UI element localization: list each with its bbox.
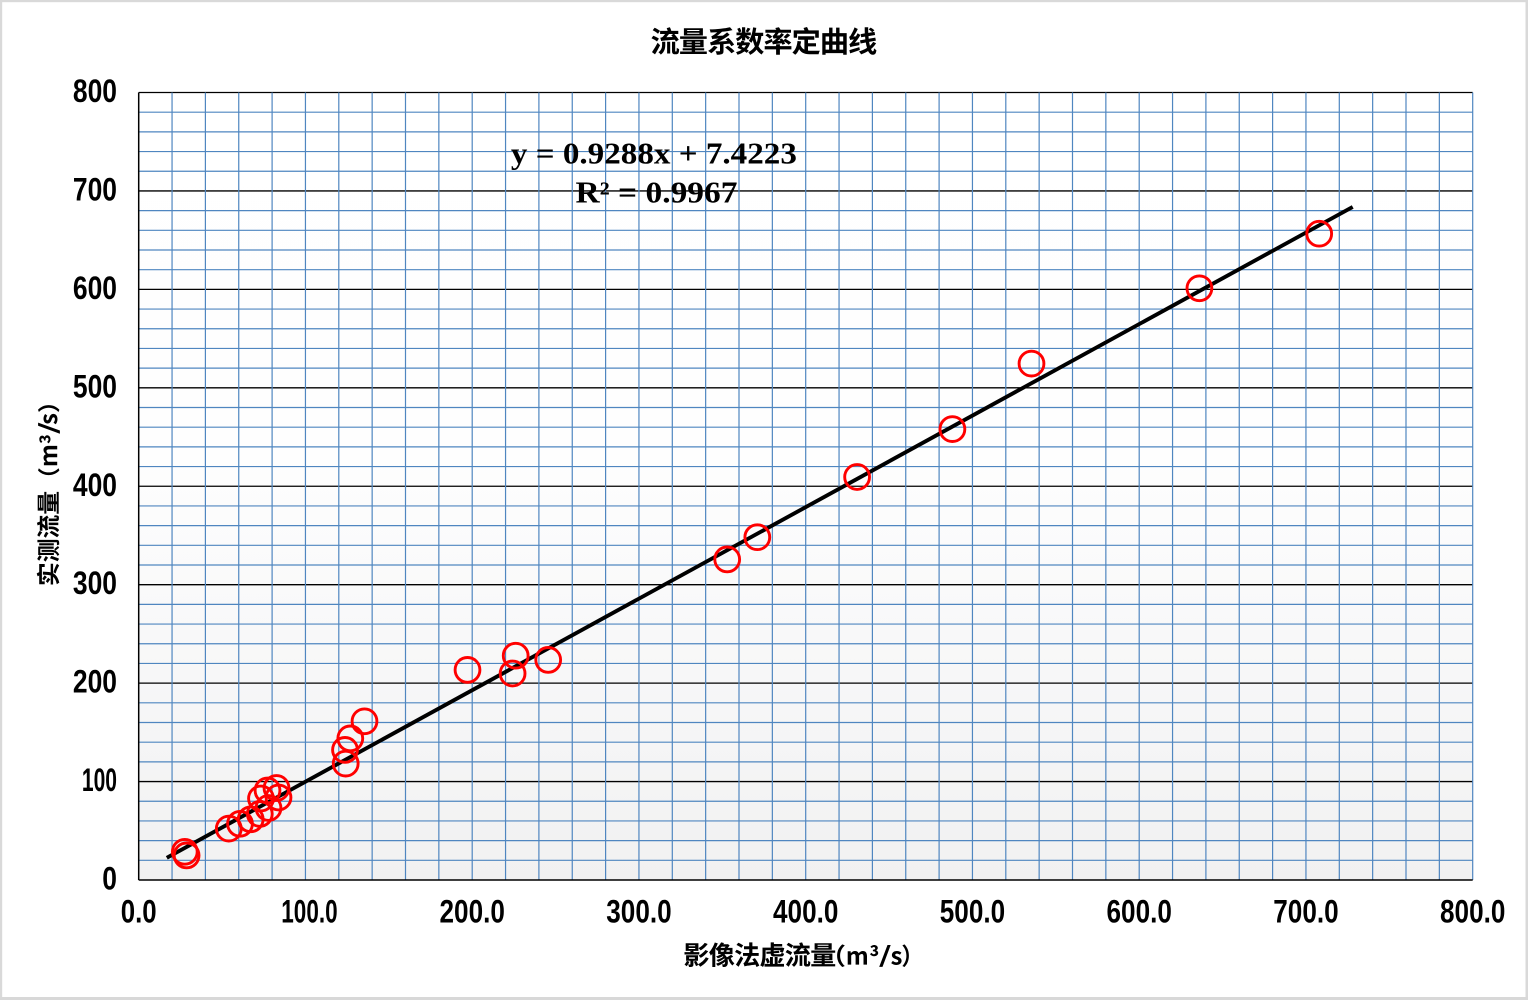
svg-text:100.0: 100.0 <box>281 894 337 930</box>
svg-text:400: 400 <box>73 467 117 503</box>
svg-text:800.0: 800.0 <box>1440 894 1505 930</box>
svg-text:100: 100 <box>82 762 117 798</box>
svg-text:0.0: 0.0 <box>121 894 157 930</box>
svg-text:300: 300 <box>73 565 117 601</box>
svg-text:500: 500 <box>73 368 117 404</box>
svg-text:600: 600 <box>73 270 117 306</box>
svg-text:800: 800 <box>73 73 117 109</box>
svg-text:600.0: 600.0 <box>1107 894 1172 930</box>
svg-text:500.0: 500.0 <box>940 894 1005 930</box>
svg-text:700.0: 700.0 <box>1273 894 1338 930</box>
svg-text:400.0: 400.0 <box>773 894 838 930</box>
svg-text:y = 0.9288x + 7.4223: y = 0.9288x + 7.4223 <box>511 137 797 171</box>
svg-text:200.0: 200.0 <box>440 894 505 930</box>
svg-text:200: 200 <box>73 664 117 700</box>
svg-text:700: 700 <box>73 171 117 207</box>
svg-text:300.0: 300.0 <box>606 894 671 930</box>
svg-text:R² = 0.9967: R² = 0.9967 <box>576 175 738 209</box>
svg-text:0: 0 <box>102 861 117 897</box>
